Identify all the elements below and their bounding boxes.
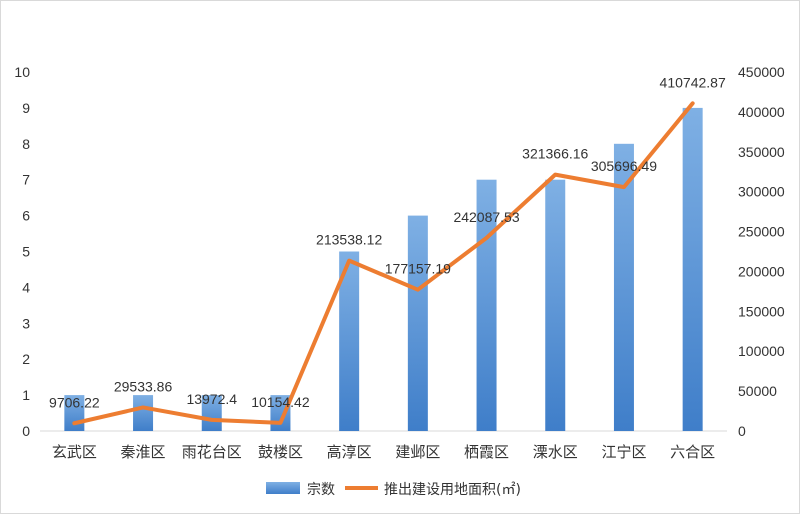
data-label: 29533.86 [114, 378, 173, 394]
line-series-path [72, 101, 695, 426]
legend-bar-label: 宗数 [307, 482, 335, 498]
line-series [72, 101, 695, 426]
data-labels: 9706.22 29533.86 13972.4 10154.42 213538.121… [49, 74, 726, 410]
legend: 宗数 推出建设用地面积(㎡) [266, 482, 521, 498]
left-axis-tick-label: 3 [22, 315, 30, 331]
legend-bar-swatch [266, 482, 300, 494]
bar [682, 107, 703, 432]
category-label: 高淳区 [327, 443, 372, 461]
right-axis-tick-label: 450000 [738, 64, 785, 80]
left-axis-tick-label: 1 [22, 387, 30, 403]
bar [545, 179, 566, 431]
left-axis-tick-label: 6 [22, 208, 30, 224]
right-axis-tick-label: 0 [738, 423, 746, 439]
category-label: 建邺区 [395, 443, 440, 461]
bar [133, 395, 154, 431]
category-label: 六合区 [670, 443, 715, 461]
category-label: 江宁区 [601, 443, 646, 461]
right-axis-tick-label: 250000 [738, 224, 785, 240]
category-label: 雨花台区 [182, 443, 242, 461]
right-axis-tick-label: 150000 [738, 303, 785, 319]
watermark: 雪球：土地情报 [612, 481, 752, 505]
data-label: 9706.22 [49, 394, 100, 410]
category-label: 秦淮区 [121, 443, 166, 461]
legend-line-label: 推出建设用地面积(㎡) [384, 482, 521, 498]
category-label: 栖霞区 [464, 443, 509, 461]
watermark-text: 雪球：土地情报 [612, 481, 752, 505]
data-label: 305696.49 [591, 158, 657, 174]
right-axis-tick-label: 200000 [738, 263, 785, 279]
left-axis-tick-label: 5 [22, 244, 30, 260]
data-label: 13972.4 [186, 391, 237, 407]
data-label: 213538.12 [316, 232, 382, 248]
category-label: 玄武区 [52, 443, 97, 461]
category-label: 鼓楼区 [258, 443, 303, 461]
left-axis-ticks: 0 1 2 3 4 5 6 7 8 9 10 [14, 64, 30, 439]
left-axis-tick-label: 2 [22, 351, 30, 367]
right-axis-tick-label: 100000 [738, 343, 785, 359]
right-axis-tick-label: 300000 [738, 184, 785, 200]
data-label: 242087.53 [453, 209, 519, 225]
category-labels: 玄武区 秦淮区 雨花台区 鼓楼区 高淳区 建邺区 栖霞区 溧水区 江宁区 六合区 [52, 443, 715, 461]
right-axis-ticks: 0 50000 100000 150000 200000 250000 300000 3500… [738, 64, 785, 439]
left-axis-tick-label: 8 [22, 136, 30, 152]
left-axis-tick-label: 10 [14, 64, 30, 80]
bar [407, 215, 428, 431]
left-axis-tick-label: 7 [22, 172, 30, 188]
data-label: 177157.19 [385, 261, 451, 277]
right-axis-tick-label: 350000 [738, 144, 785, 160]
left-axis-tick-label: 0 [22, 423, 30, 439]
left-axis-tick-label: 4 [22, 279, 30, 295]
data-label: 410742.87 [660, 74, 726, 90]
data-label: 10154.42 [251, 394, 310, 410]
data-label: 321366.16 [522, 146, 588, 162]
right-axis-tick-label: 400000 [738, 104, 785, 120]
bar [339, 251, 360, 431]
category-label: 溧水区 [533, 443, 578, 461]
right-axis-tick-label: 50000 [738, 383, 777, 399]
bar-series [64, 107, 703, 432]
left-axis-tick-label: 9 [22, 100, 30, 116]
bar [613, 143, 634, 432]
